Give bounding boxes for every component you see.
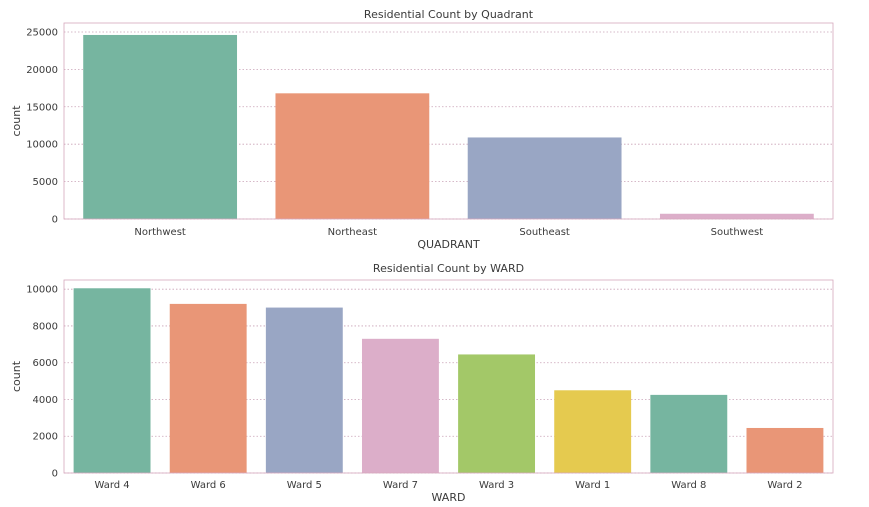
bar-ward-7	[361, 338, 439, 473]
chart-title: Residential Count by Quadrant	[364, 8, 534, 21]
x-tick-label: Ward 2	[767, 480, 802, 491]
bar-northeast	[275, 93, 430, 219]
bar-ward-5	[265, 307, 343, 473]
y-tick-label: 4000	[33, 395, 58, 406]
y-tick-label: 10000	[26, 285, 58, 296]
x-tick-label: Ward 7	[383, 480, 418, 491]
chart-quadrant: Residential Count by Quadrant 0 5000 10000 1…	[10, 8, 834, 251]
bar-northwest	[83, 34, 238, 219]
x-tick-label: Ward 8	[671, 480, 706, 491]
bar-ward-6	[169, 303, 247, 473]
plot-frame	[63, 22, 834, 220]
x-axis-label: QUADRANT	[417, 238, 480, 251]
y-tick-label: 15000	[26, 102, 58, 113]
y-tick-label: 25000	[26, 27, 58, 38]
y-tick-label: 2000	[33, 432, 58, 443]
x-tick-label: Northeast	[328, 227, 377, 238]
y-tick-label: 0	[52, 215, 58, 226]
plot-frame	[63, 279, 834, 474]
x-tick-label: Southwest	[711, 227, 764, 238]
y-axis-label: count	[10, 105, 23, 137]
y-tick-label: 5000	[33, 177, 58, 188]
x-tick-label: Southeast	[519, 227, 570, 238]
bar-ward-3	[458, 354, 536, 473]
x-tick-label: Ward 1	[575, 480, 610, 491]
y-tick-label: 10000	[26, 140, 58, 151]
y-tick-label: 6000	[33, 358, 58, 369]
bar-ward-4	[73, 288, 151, 473]
x-tick-label: Ward 4	[94, 480, 129, 491]
chart-ward: Residential Count by WARD 0 2000 4000 6000 80…	[10, 262, 834, 504]
x-tick-label: Ward 3	[479, 480, 514, 491]
x-axis-label: WARD	[432, 491, 466, 504]
y-axis-label: count	[10, 360, 23, 392]
bar-ward-1	[554, 390, 632, 473]
x-tick-label: Ward 6	[191, 480, 226, 491]
x-tick-label: Northwest	[134, 227, 186, 238]
bar-southwest	[659, 213, 814, 219]
y-tick-label: 0	[52, 469, 58, 480]
bar-ward-8	[650, 394, 728, 473]
y-tick-label: 20000	[26, 65, 58, 76]
chart-title: Residential Count by WARD	[373, 262, 524, 275]
bar-southeast	[467, 137, 622, 219]
x-tick-label: Ward 5	[287, 480, 322, 491]
bar-ward-2	[746, 427, 824, 473]
y-tick-label: 8000	[33, 321, 58, 332]
